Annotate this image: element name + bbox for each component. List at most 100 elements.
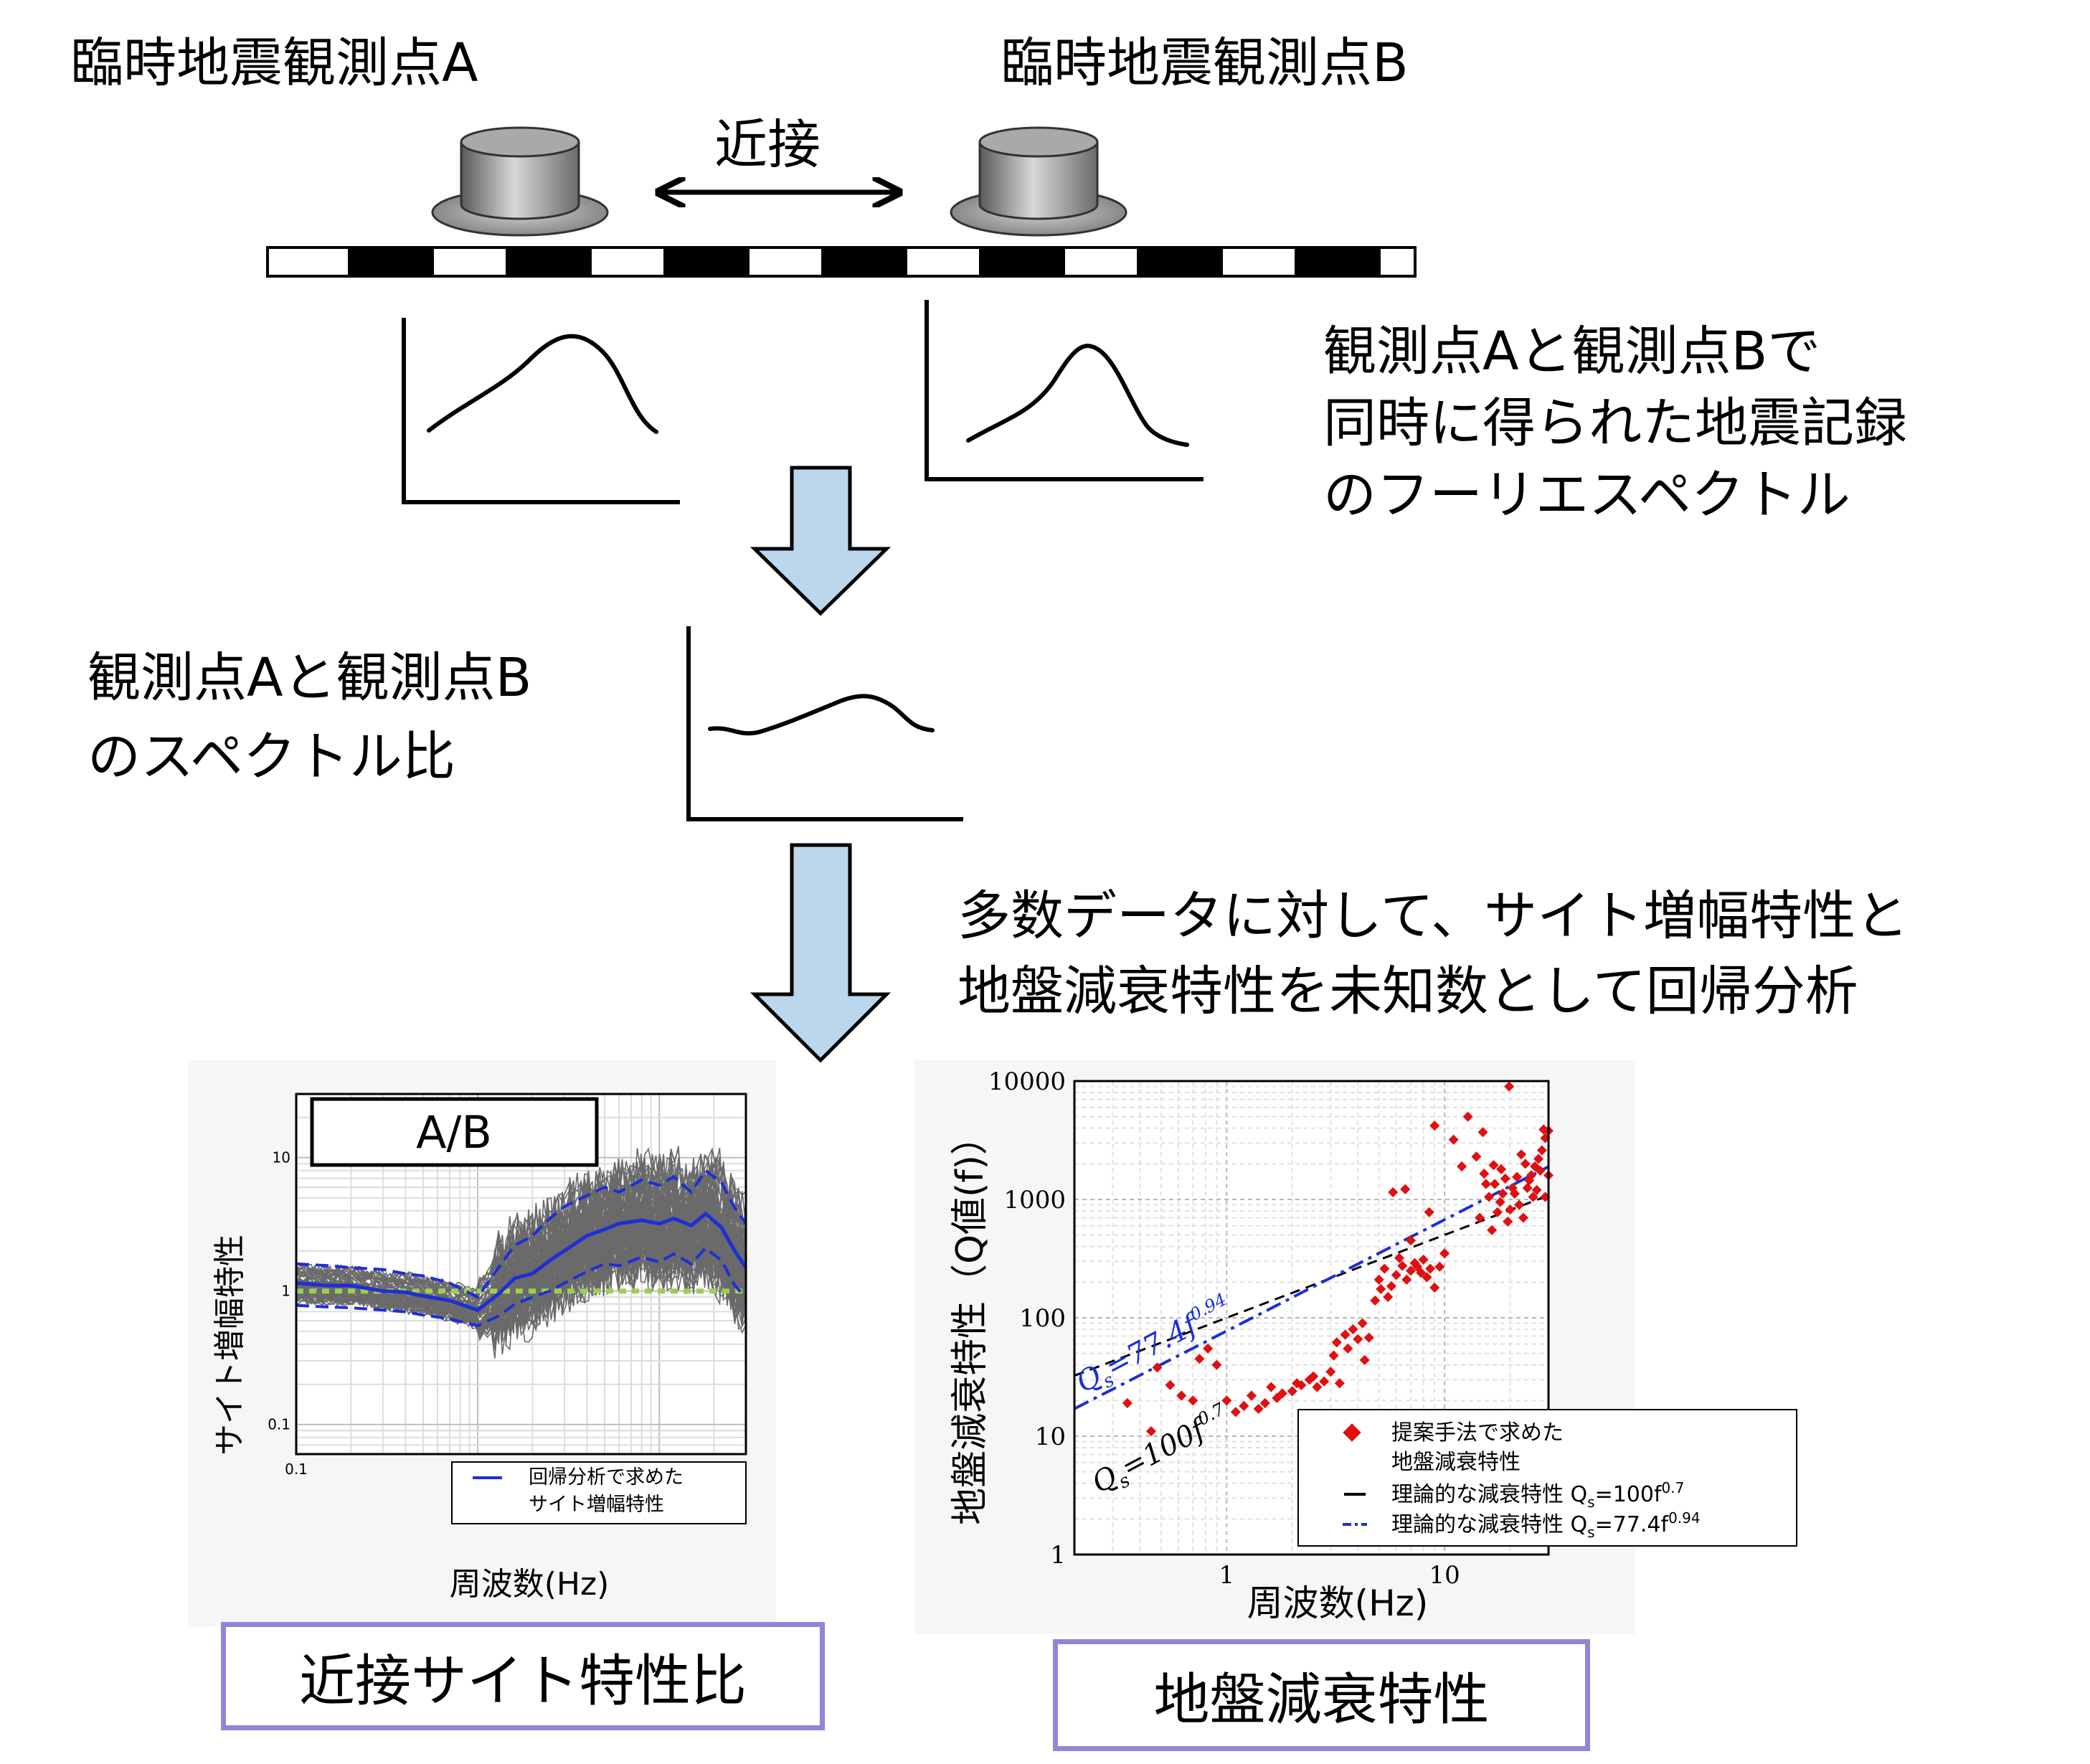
q-y-tick: 100	[1019, 1304, 1066, 1333]
q-data-point	[1308, 1371, 1319, 1382]
q-data-point	[1343, 1343, 1353, 1354]
q-data-point	[1401, 1274, 1412, 1285]
strip-block	[506, 247, 592, 276]
down-arrow-1-icon	[750, 466, 892, 616]
site-legend-line-1: 回帰分析で求めた	[529, 1466, 684, 1489]
q-y-tick: 10	[1035, 1423, 1066, 1451]
q-legend-line-1: 提案手法で求めた	[1391, 1420, 1564, 1445]
q-data-point	[1253, 1403, 1264, 1415]
q-data-point	[1203, 1343, 1214, 1354]
q-data-point	[1319, 1376, 1330, 1387]
q-theory-100-line	[1074, 1194, 1549, 1377]
site-ratio-trace	[295, 1164, 747, 1298]
site-ratio-trace	[295, 1205, 747, 1328]
site-title: A/B	[416, 1106, 492, 1159]
strip-block	[663, 247, 750, 276]
q-data-point	[1340, 1329, 1351, 1340]
q-data-point	[1434, 1261, 1445, 1272]
site-ratio-trace	[295, 1154, 747, 1306]
site-mean-curve	[295, 1211, 748, 1313]
q-data-point	[1357, 1318, 1368, 1329]
q-data-point	[1296, 1379, 1307, 1390]
seismometer-a-icon	[431, 126, 609, 237]
q-data-point	[1348, 1324, 1358, 1335]
q-data-point	[1363, 1332, 1374, 1343]
q-y-tick: 1	[1050, 1541, 1066, 1570]
q-x-tick: 10	[1429, 1561, 1460, 1590]
site-ratio-trace	[295, 1149, 747, 1306]
q-data-point	[1386, 1280, 1396, 1291]
q-legend-theory-100: 理論的な減衰特性 Qs=100f0.7	[1391, 1479, 1684, 1511]
q-legend	[1297, 1409, 1797, 1547]
site-title-box	[310, 1097, 599, 1167]
strip-block	[821, 247, 907, 276]
q-data-point	[1266, 1382, 1277, 1392]
site-y-tick: 1	[281, 1283, 290, 1300]
q-data-point	[1246, 1390, 1257, 1401]
q-legend-theory-77: 理論的な減衰特性 Qs=77.4f0.94	[1391, 1509, 1701, 1541]
q-data-point	[1405, 1235, 1417, 1246]
seismometer-b-icon	[950, 126, 1127, 237]
q-data-point	[1462, 1111, 1473, 1122]
q-data-point	[1422, 1272, 1432, 1283]
q-data-point	[1405, 1265, 1417, 1276]
site-y-tick: 10	[273, 1149, 290, 1166]
q-data-point	[1221, 1395, 1232, 1406]
q-data-point	[1165, 1379, 1176, 1390]
ground-strip	[266, 246, 1417, 278]
strip-block	[348, 247, 434, 276]
q-data-point	[1230, 1407, 1241, 1418]
spectrum-b-graph	[925, 300, 1204, 481]
fourier-description: 観測点Aと観測点Bで 同時に得られた地震記録 のフーリエスペクトル	[1323, 316, 1907, 531]
q-data-point	[1211, 1359, 1222, 1370]
q-x-axis-label: 周波数(Hz)	[1247, 1583, 1429, 1624]
q-data-point	[1239, 1400, 1249, 1411]
q-data-point	[1331, 1337, 1342, 1348]
regression-line-1: 多数データに対して、サイト増幅特性と	[957, 885, 1909, 947]
station-a-label: 臨時地震観測点A	[70, 32, 478, 94]
strip-block	[1295, 247, 1381, 276]
fourier-line-3: のフーリエスペクトル	[1323, 464, 1850, 526]
site-x-tick: 0.1	[285, 1461, 308, 1478]
site-chart: 0.11101010.1 A/B 回帰分析で求めた サイト増幅特性 周波数(Hz…	[188, 1060, 776, 1627]
site-legend	[451, 1461, 747, 1524]
q-data-point	[1145, 1426, 1157, 1437]
fourier-line-1: 観測点Aと観測点Bで	[1323, 321, 1821, 382]
q-data-point	[1429, 1121, 1440, 1131]
q-data-point	[1152, 1362, 1163, 1373]
q-data-point	[1425, 1263, 1436, 1274]
q-x-tick: 1	[1219, 1561, 1234, 1590]
q-data-point	[1287, 1386, 1297, 1397]
q-data-point	[1259, 1397, 1270, 1409]
q-y-tick: 1000	[1003, 1186, 1066, 1214]
site-upper-curve	[295, 1168, 747, 1299]
site-legend-line-2: サイト増幅特性	[529, 1494, 664, 1516]
q-data-point	[1312, 1382, 1323, 1392]
q-data-point	[1394, 1253, 1405, 1263]
q-data-point	[1418, 1254, 1429, 1265]
q-legend-line-2: 地盤減衰特性	[1391, 1450, 1521, 1475]
site-lower-curve	[295, 1246, 747, 1328]
q-data-point	[1391, 1270, 1401, 1280]
q-data-point	[1397, 1260, 1408, 1271]
q-data-point	[1188, 1395, 1198, 1406]
q-data-point	[1194, 1354, 1205, 1364]
q-data-point	[1379, 1263, 1390, 1274]
q-data-point	[1448, 1134, 1459, 1145]
station-b-label: 臨時地震観測点B	[1001, 32, 1409, 94]
regression-description: 多数データに対して、サイト増幅特性と 地盤減衰特性を未知数として回帰分析	[957, 879, 1909, 1029]
q-data-point	[1277, 1388, 1287, 1399]
q-data-point	[1439, 1248, 1450, 1259]
spectral-ratio-graph	[686, 626, 963, 821]
q-data-point	[1359, 1354, 1370, 1365]
q-data-point	[1122, 1397, 1133, 1409]
ratio-line-1: 観測点Aと観測点B	[88, 647, 532, 709]
proximity-label: 近接	[714, 114, 821, 176]
q-theory-77-line	[1074, 1165, 1549, 1410]
q-data-point	[1457, 1161, 1467, 1172]
q-data-point	[1328, 1350, 1339, 1361]
q-y-axis-label: 地盤減衰特性（Q値(f)）	[949, 1118, 992, 1525]
site-ratio-trace	[295, 1214, 747, 1331]
